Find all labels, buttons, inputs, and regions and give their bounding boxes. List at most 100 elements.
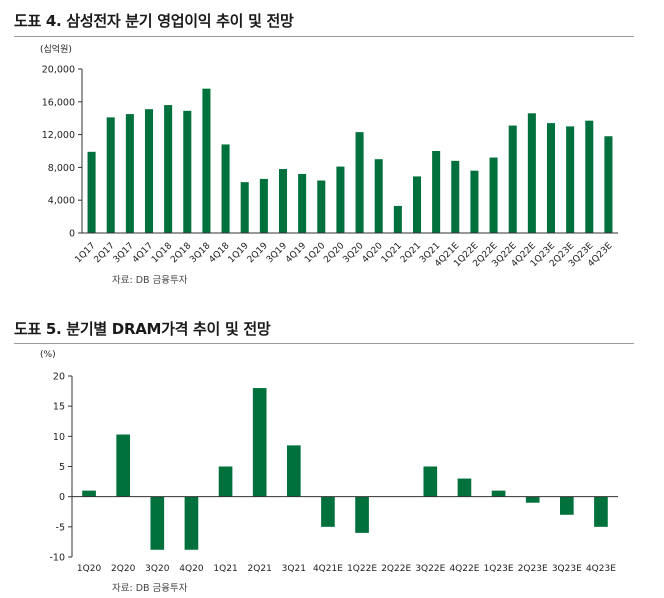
y-axis-unit-label: (%) [40, 350, 56, 360]
bar-2q23e [566, 126, 575, 233]
bar-2q21 [252, 388, 267, 497]
x-tick-label: 4Q17 [131, 241, 155, 265]
y-tick-label: 10 [53, 432, 65, 443]
x-tick-label: 3Q22E [415, 564, 445, 574]
x-tick-label: 3Q21 [282, 564, 306, 574]
y-tick-label: 4,000 [48, 196, 75, 207]
y-tick-label: -10 [49, 553, 65, 564]
bar-3q23e [559, 496, 574, 515]
bar-4q19 [298, 173, 307, 233]
x-tick-label: 2Q19 [246, 241, 270, 265]
x-tick-label: 2Q21 [399, 241, 423, 265]
bar-3q23e [585, 120, 594, 233]
y-tick-label: 0 [59, 492, 65, 503]
x-tick-label: 1Q20 [303, 241, 327, 265]
y-tick-label: 0 [69, 229, 75, 240]
figure-4-title: 도표 4. 삼성전자 분기 영업이익 추이 및 전망 [14, 12, 294, 30]
x-tick-label: 2Q20 [111, 564, 136, 574]
bar-1q22e [470, 170, 479, 233]
x-tick-label: 2Q22E [381, 564, 411, 574]
bar-1q23e [491, 490, 506, 497]
figure-5-title: 도표 5. 분기별 DRAM가격 추이 및 전망 [14, 320, 271, 338]
x-tick-label: 3Q20 [145, 564, 170, 574]
y-tick-label: -5 [56, 522, 65, 533]
bar-1q22e [355, 496, 369, 533]
bar-4q20 [374, 159, 383, 233]
bar-4q23e [594, 496, 608, 527]
x-tick-label: 2Q18 [169, 241, 193, 265]
dram-price-chart: (%) -10 -5 0 5 10 15 20 1Q20 2Q20 3Q20 4Q20 1Q21 2Q21… [40, 350, 618, 574]
x-tick-label: 3Q17 [112, 241, 136, 265]
figure-4-title-rule [14, 36, 634, 37]
x-tick-label: 3Q19 [265, 241, 289, 265]
x-tick-label: 4Q21E [313, 564, 343, 574]
bar-4q21e [321, 496, 335, 527]
y-tick-label: 8,000 [48, 163, 75, 174]
figure-5-title-rule [14, 343, 634, 344]
y-tick-label: 15 [53, 402, 65, 413]
bar-3q20 [150, 496, 165, 550]
y-tick-label: 20,000 [42, 65, 75, 76]
x-tick-label: 4Q20 [179, 564, 204, 574]
figure-4-source: 자료: DB 금융투자 [112, 275, 188, 286]
x-tick-label: 1Q22E [347, 564, 377, 574]
bar-1q23e [546, 123, 556, 233]
bar-4q22e [457, 478, 472, 497]
bar-1q17 [87, 151, 96, 233]
x-tick-label: 4Q23E [586, 564, 616, 574]
bar-2q22e [489, 157, 498, 233]
bar-3q20 [355, 132, 364, 233]
x-tick-label: 2Q21 [248, 564, 272, 574]
bar-4q21e [451, 160, 460, 233]
x-tick-label: 1Q20 [77, 564, 102, 574]
bar-1q21 [218, 466, 233, 497]
bar-3q18 [202, 88, 211, 234]
x-tick-label: 4Q18 [207, 241, 231, 265]
bar-3q19 [278, 169, 288, 233]
x-tick-label: 4Q20 [361, 241, 385, 265]
bar-4q23e [604, 136, 613, 233]
x-tick-label: 3Q18 [188, 241, 212, 265]
bar-4q18 [221, 144, 230, 233]
bar-2q18 [183, 110, 192, 233]
bar-3q22e [423, 466, 438, 497]
bar-2q20 [336, 166, 345, 233]
bar-4q22e [527, 113, 536, 233]
y-tick-label: 5 [59, 462, 65, 473]
y-tick-label: 16,000 [42, 97, 75, 108]
x-tick-label: 3Q20 [341, 241, 365, 265]
bar-3q17 [125, 114, 134, 233]
y-tick-label: 12,000 [42, 130, 75, 141]
x-tick-label: 1Q21 [380, 241, 404, 265]
x-tick-label: 1Q18 [150, 241, 174, 265]
bar-1q20 [82, 490, 96, 497]
bar-2q23e [525, 496, 540, 503]
x-tick-label: 1Q19 [227, 241, 251, 265]
y-axis-unit-label: (십억원) [40, 43, 72, 55]
bar-2q20 [116, 434, 131, 497]
operating-profit-chart: (십억원)04,0008,00012,00016,00020,0001Q172Q… [40, 43, 618, 269]
bar-1q21 [393, 205, 402, 233]
bar-2q17 [106, 117, 115, 233]
x-tick-label: 3Q23E [552, 564, 582, 574]
bar-2q21 [412, 176, 422, 233]
x-tick-label: 1Q23E [484, 564, 514, 574]
bar-3q21 [286, 445, 301, 497]
x-tick-label: 2Q17 [93, 241, 117, 265]
x-tick-label: 4Q22E [449, 564, 479, 574]
bar-1q19 [240, 182, 249, 233]
bar-3q22e [508, 125, 517, 233]
y-tick-label: 20 [53, 372, 65, 383]
bar-4q20 [184, 496, 199, 550]
bar-2q19 [259, 178, 268, 233]
x-tick-label: 2Q23E [518, 564, 548, 574]
figure-5-source: 자료: DB 금융투자 [112, 583, 188, 594]
bar-1q20 [317, 180, 326, 233]
bar-1q18 [164, 105, 173, 233]
x-tick-label: 1Q17 [73, 241, 97, 265]
bar-4q17 [144, 109, 154, 233]
x-tick-label: 1Q21 [213, 564, 237, 574]
bar-3q21 [432, 151, 441, 233]
x-tick-label: 4Q19 [284, 241, 308, 265]
x-tick-label: 2Q20 [322, 241, 346, 265]
